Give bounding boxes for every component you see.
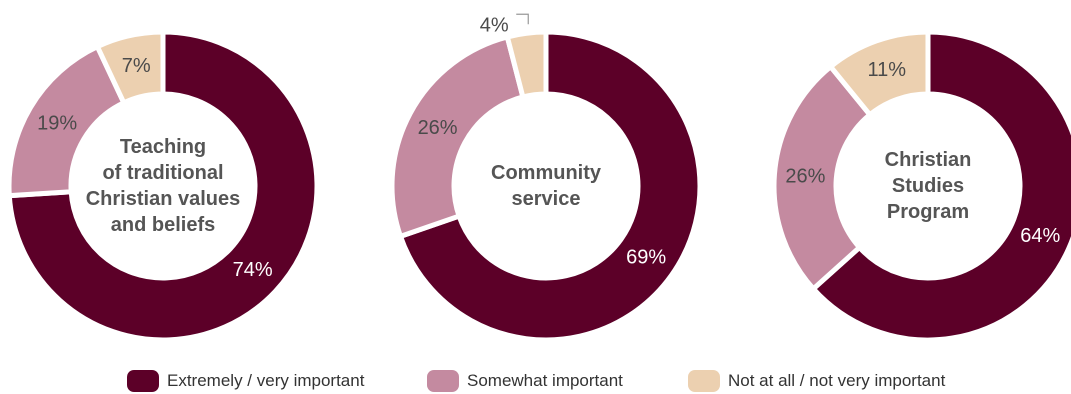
data-label-extremely: 64% [1020, 225, 1060, 247]
center-label-line: Studies [892, 175, 964, 197]
center-label-line: Program [887, 201, 969, 223]
donut-chart-3: 64% 26% 11% Christian Studies Program [771, 29, 1071, 343]
segment-somewhat [389, 33, 526, 240]
segment-not-at-all [504, 29, 549, 100]
segment-not-at-all [827, 29, 931, 119]
data-label-not-at-all: 4% [480, 14, 509, 36]
segment-not-at-all [94, 29, 166, 107]
center-label-line: of traditional [102, 162, 223, 184]
legend-label-extremely: Extremely / very important [167, 371, 365, 390]
legend-swatch-extremely [127, 370, 159, 392]
data-label-somewhat: 26% [785, 165, 825, 187]
legend-swatch-not-at-all [688, 370, 720, 392]
center-label-line: Christian [885, 149, 972, 171]
segment-extremely [809, 29, 1071, 343]
legend: Extremely / very important Somewhat impo… [0, 370, 1071, 394]
center-label-line: and beliefs [111, 214, 215, 236]
label-leader [516, 13, 529, 25]
legend-item-somewhat: Somewhat important [427, 370, 623, 392]
data-label-extremely: 69% [626, 246, 666, 268]
donut-chart-1: 74% 19% 7% Teaching of traditional Christian … [6, 29, 320, 343]
data-label-somewhat: 19% [37, 112, 77, 134]
legend-label-somewhat: Somewhat important [467, 371, 623, 390]
legend-item-not-at-all: Not at all / not very important [688, 370, 945, 392]
legend-label-not-at-all: Not at all / not very important [728, 371, 946, 390]
legend-item-extremely: Extremely / very important [127, 370, 364, 392]
center-label-line: service [512, 188, 581, 210]
legend-swatch-somewhat [427, 370, 459, 392]
center-label-line: Christian values [86, 188, 241, 210]
data-label-not-at-all: 11% [867, 59, 906, 81]
segment-extremely [397, 29, 703, 343]
segment-somewhat [771, 63, 874, 293]
donut-chart-2: 69% 26% 4% Community service [389, 13, 703, 343]
center-label-line: Teaching [120, 136, 206, 158]
segment-extremely [6, 29, 320, 343]
data-label-extremely: 74% [233, 259, 273, 281]
center-label-line: Community [491, 162, 602, 184]
data-label-somewhat: 26% [418, 117, 458, 139]
data-label-not-at-all: 7% [122, 55, 151, 77]
